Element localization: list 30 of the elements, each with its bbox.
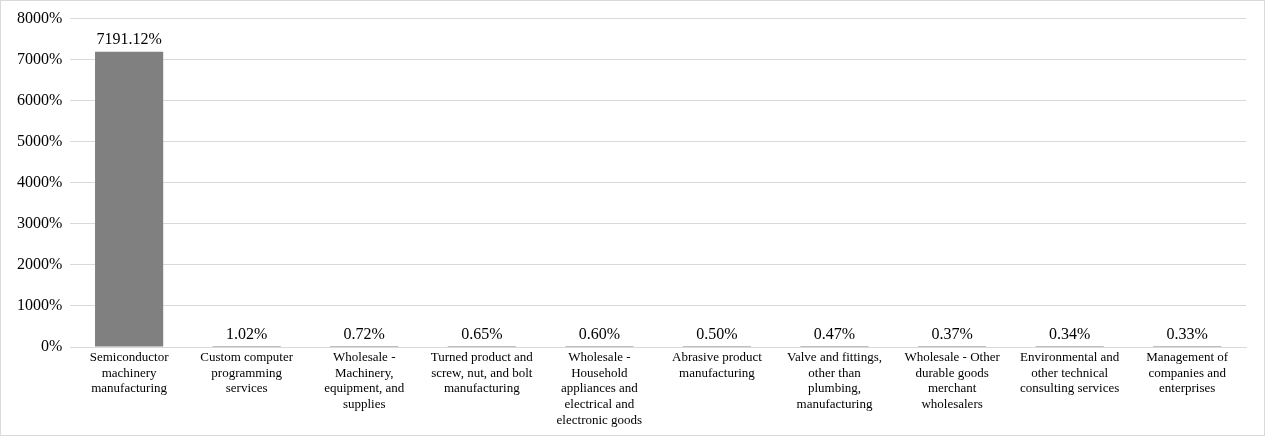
y-tick-label: 2000% [17, 255, 63, 273]
x-tick-label: Wholesale - Machinery, equipment, and supplies [324, 349, 405, 412]
y-tick-label: 5000% [17, 131, 63, 149]
x-tick-label: Turned product and screw, nut, and bolt manufacturing [430, 349, 534, 396]
data-label: 7191.12% [96, 30, 162, 48]
x-tick-label: Environmental and other technical consulting services [1020, 349, 1120, 396]
x-tick-label: Abrasive product manufacturing [672, 349, 763, 380]
x-tick-label: Valve and fittings, other than plumbing, manufacturing [787, 349, 882, 412]
y-tick-label: 3000% [17, 214, 63, 232]
y-tick-label: 8000% [17, 8, 63, 26]
data-label: 1.02% [226, 325, 268, 343]
data-label: 0.37% [931, 325, 973, 343]
x-tick-label: Wholesale - Household appliances and electrical and electronic goods [556, 349, 643, 427]
x-tick-label: Wholesale - Other durable goods merchant wholesalers [904, 349, 1001, 412]
data-label: 0.47% [813, 325, 856, 343]
data-label: 0.34% [1048, 325, 1091, 343]
y-tick-label: 6000% [17, 90, 63, 108]
x-tick-label: Management of companies and enterprises [1146, 349, 1229, 396]
y-tick-label: 0% [41, 337, 63, 355]
y-tick-label: 4000% [17, 173, 63, 190]
data-label: 0.60% [578, 325, 621, 343]
data-label: 0.33% [1166, 325, 1208, 343]
y-tick-label: 7000% [17, 49, 63, 67]
bar [95, 51, 164, 347]
data-label: 0.65% [461, 325, 503, 343]
data-label: 0.50% [696, 325, 738, 343]
x-tick-label: Custom computer programming services [200, 349, 294, 396]
y-tick-label: 1000% [17, 296, 63, 314]
data-label: 0.72% [343, 325, 385, 343]
x-tick-label: Semiconductor machinery manufacturing [89, 349, 170, 396]
